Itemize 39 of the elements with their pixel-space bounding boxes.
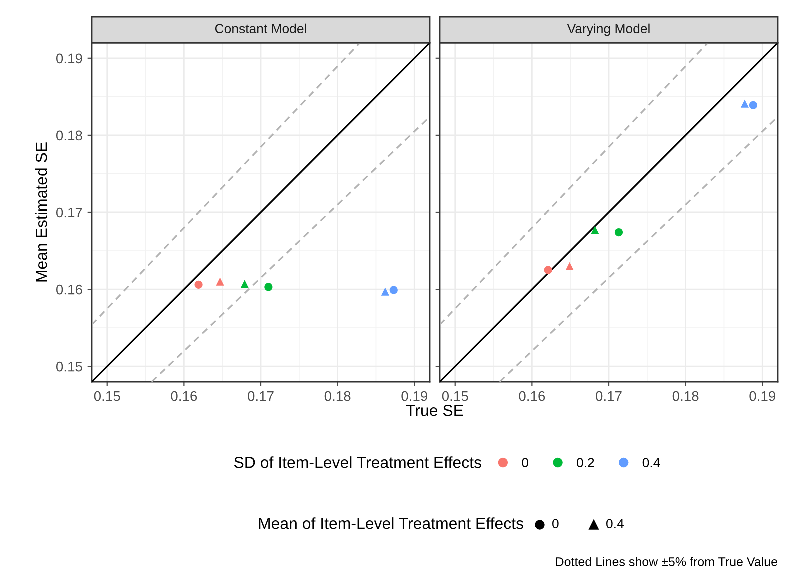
point xyxy=(240,280,249,288)
point xyxy=(264,283,273,292)
chart-title: Varying Model xyxy=(567,24,650,36)
text: Dotted Lines show ±5% from True Value xyxy=(556,557,778,566)
text: Mean of Item-Level Treatment Effects xyxy=(259,518,524,530)
legend-label: 0 xyxy=(522,458,528,468)
x-tick-label: 0.15 xyxy=(94,391,120,402)
y-tick-label: 0.18 xyxy=(56,130,82,141)
y-tick-label: 0.15 xyxy=(56,362,82,372)
y-tick-label: 0.17 xyxy=(56,208,82,218)
chart-title: Constant Model xyxy=(215,24,306,34)
y-tick-label: 0.16 xyxy=(56,284,82,295)
x-tick-label: 0.19 xyxy=(402,391,428,402)
point xyxy=(390,286,398,294)
point xyxy=(566,262,574,270)
point xyxy=(381,288,390,296)
x-tick-label: 0.17 xyxy=(596,391,622,402)
x-tick-label: 0.19 xyxy=(750,391,776,402)
x-tick-label: 0.15 xyxy=(442,391,468,402)
point xyxy=(544,266,552,274)
legend-label: 0.4 xyxy=(642,458,660,468)
point xyxy=(749,101,758,110)
text: 0.4 xyxy=(606,519,624,529)
x-tick-label: 0.18 xyxy=(324,391,351,402)
text: 0 xyxy=(552,519,559,529)
y-tick-label: 0.19 xyxy=(56,54,82,64)
legend-title: SD of Item-Level Treatment Effects xyxy=(234,456,482,468)
point xyxy=(740,100,750,108)
x-tick-label: 0.16 xyxy=(171,391,198,402)
x-axis-title: True SE xyxy=(406,404,464,416)
x-tick-label: 0.16 xyxy=(519,391,546,402)
point xyxy=(194,280,203,289)
x-tick-label: 0.17 xyxy=(248,391,274,402)
point xyxy=(614,228,624,237)
legend-label: 0.2 xyxy=(577,458,594,468)
point xyxy=(591,226,600,234)
point xyxy=(216,278,224,286)
y-axis-title: Mean Estimated SE xyxy=(36,142,48,282)
x-tick-label: 0.18 xyxy=(672,391,699,402)
